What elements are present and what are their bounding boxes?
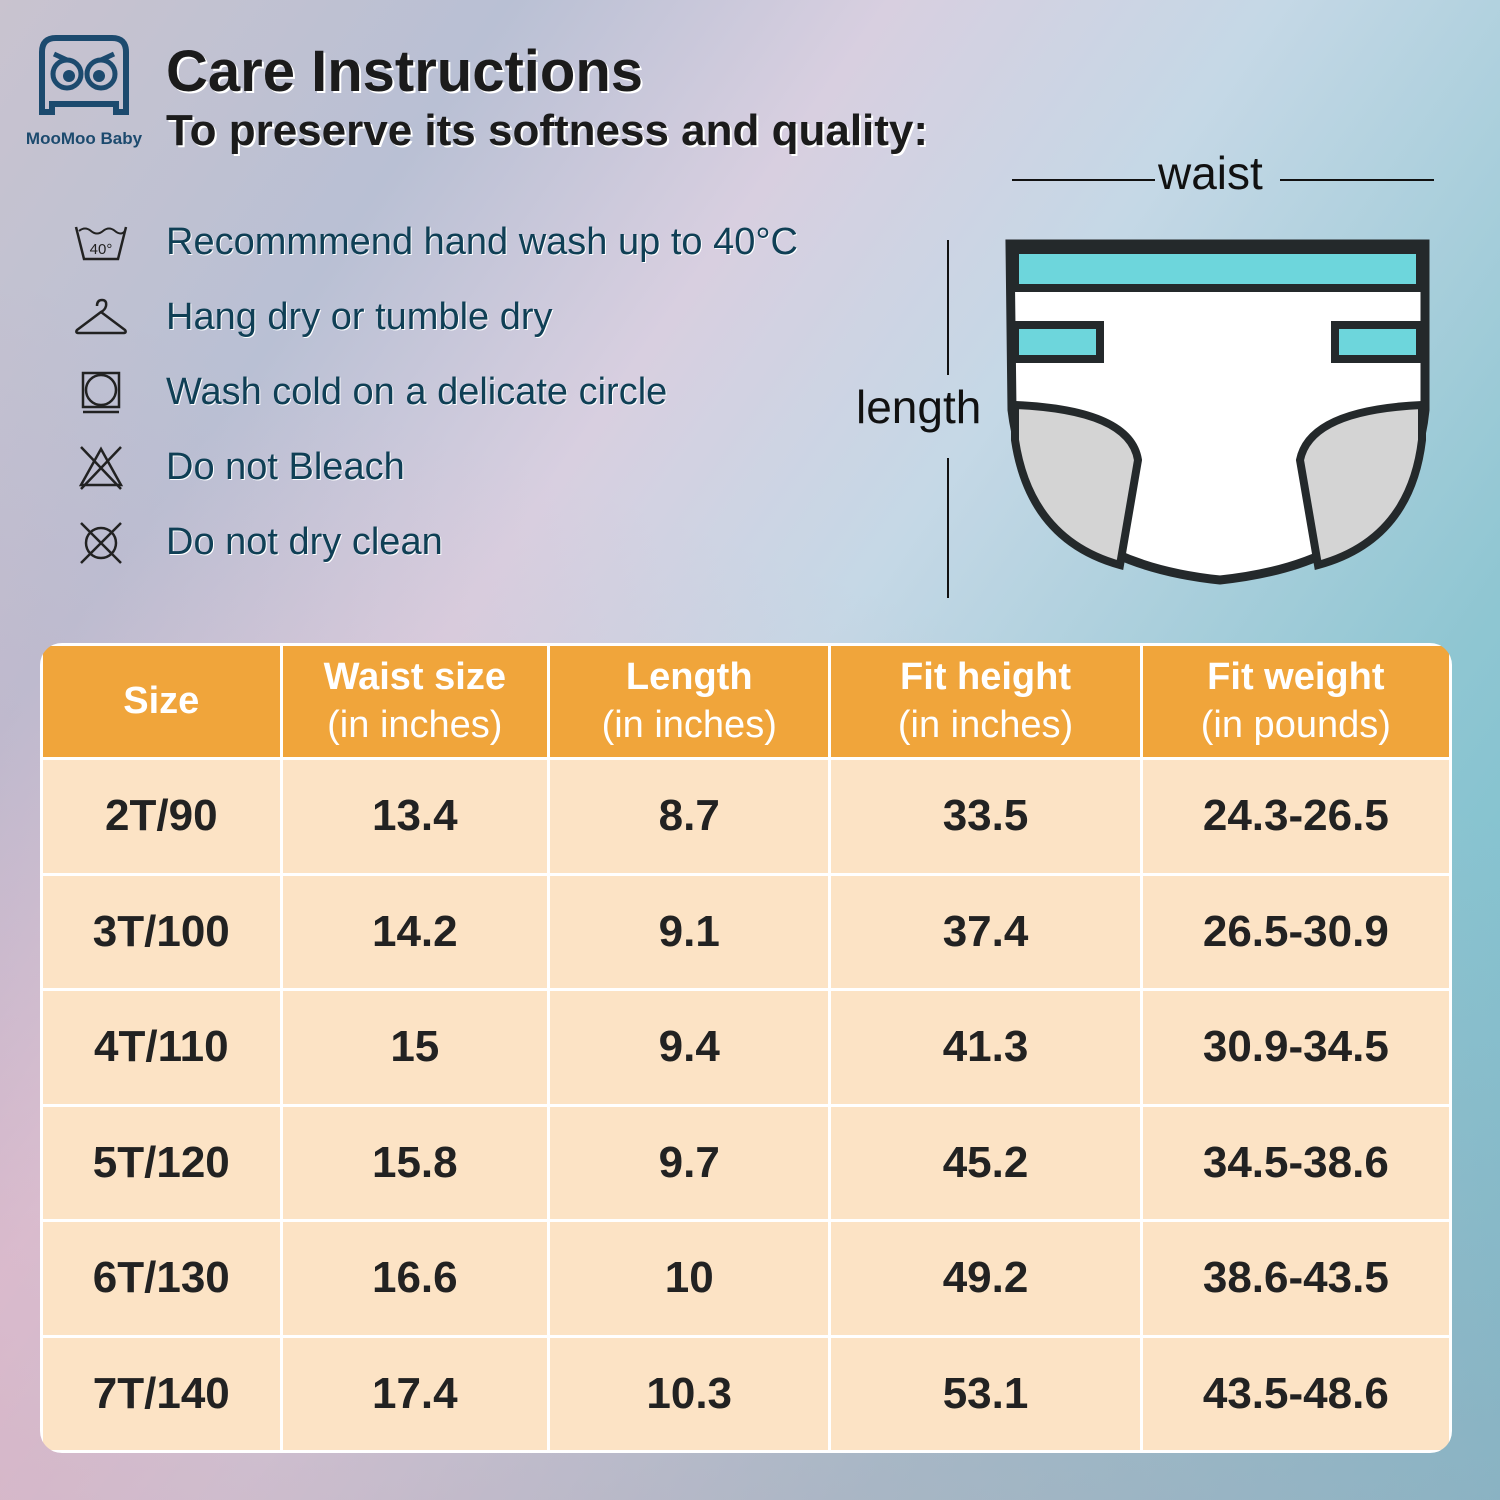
- table-cell: 16.6: [279, 1219, 551, 1338]
- size-chart-table: Size Waist size (in inches) Length (in inche…: [40, 643, 1452, 1453]
- header-unit: (in inches): [327, 703, 503, 746]
- care-item: Hang dry or tumble dry: [70, 280, 798, 355]
- table-cell: 53.1: [828, 1334, 1143, 1453]
- page-subtitle: To preserve its softness and quality:: [166, 106, 929, 155]
- waist-label: waist: [1158, 147, 1263, 199]
- table-cell: 26.5-30.9: [1139, 872, 1452, 991]
- table-cell: 13.4: [279, 757, 551, 876]
- hanger-icon: [70, 293, 132, 343]
- length-label: length: [856, 381, 982, 433]
- tumble-dry-icon: [70, 368, 132, 418]
- table-cell: 33.5: [828, 757, 1143, 876]
- column-header: Waist size (in inches): [279, 643, 551, 760]
- header-title: Waist size: [323, 656, 506, 698]
- header-unit: (in inches): [601, 703, 777, 746]
- table-cell: 24.3-26.5: [1139, 757, 1452, 876]
- table-cell: 34.5-38.6: [1139, 1103, 1452, 1222]
- table-cell: 10.3: [547, 1334, 832, 1453]
- table-cell: 8.7: [547, 757, 832, 876]
- care-item: 40° Recommmend hand wash up to 40°C: [70, 205, 798, 280]
- care-item: Do not Bleach: [70, 430, 798, 505]
- page-title: Care Instructions: [166, 39, 643, 104]
- no-bleach-icon: [70, 443, 132, 493]
- table-cell: 41.3: [828, 988, 1143, 1107]
- table-cell: 14.2: [279, 872, 551, 991]
- table-cell: 38.6-43.5: [1139, 1219, 1452, 1338]
- care-list: 40° Recommmend hand wash up to 40°C Hang…: [70, 205, 798, 580]
- brand-logo: MooMoo Baby: [14, 32, 154, 149]
- table-cell: 3T/100: [40, 872, 283, 991]
- table-row: 2T/90 13.4 8.7 33.5 24.3-26.5: [40, 757, 1452, 876]
- table-cell: 17.4: [279, 1334, 551, 1453]
- header-title: Fit weight: [1207, 656, 1385, 698]
- care-text: Hang dry or tumble dry: [166, 296, 553, 338]
- table-row: 5T/120 15.8 9.7 45.2 34.5-38.6: [40, 1103, 1452, 1222]
- table-cell: 9.7: [547, 1103, 832, 1222]
- header-unit: (in pounds): [1200, 703, 1391, 746]
- table-cell: 9.4: [547, 988, 832, 1107]
- table-cell: 9.1: [547, 872, 832, 991]
- care-text: Recommmend hand wash up to 40°C: [166, 221, 798, 263]
- size-diagram: waist length: [850, 140, 1450, 610]
- table-cell: 45.2: [828, 1103, 1143, 1222]
- brand-name: MooMoo Baby: [25, 129, 143, 148]
- care-text: Do not dry clean: [166, 521, 443, 563]
- care-text: Do not Bleach: [166, 446, 405, 488]
- wash-temp-label: 40°: [90, 241, 113, 258]
- table-cell: 15.8: [279, 1103, 551, 1222]
- table-cell: 5T/120: [40, 1103, 283, 1222]
- table-row: 4T/110 15 9.4 41.3 30.9-34.5: [40, 988, 1452, 1107]
- column-header: Size: [40, 643, 283, 760]
- table-cell: 6T/130: [40, 1219, 283, 1338]
- table-cell: 10: [547, 1219, 832, 1338]
- table-cell: 7T/140: [40, 1334, 283, 1453]
- care-item: Wash cold on a delicate circle: [70, 355, 798, 430]
- table-cell: 4T/110: [40, 988, 283, 1107]
- owl-logo-icon: [39, 35, 129, 115]
- header-title: Size: [123, 679, 200, 722]
- table-cell: 2T/90: [40, 757, 283, 876]
- column-header: Length (in inches): [547, 643, 832, 760]
- table-row: 6T/130 16.6 10 49.2 38.6-43.5: [40, 1219, 1452, 1338]
- column-header: Fit height (in inches): [828, 643, 1143, 760]
- table-row: 3T/100 14.2 9.1 37.4 26.5-30.9: [40, 872, 1452, 991]
- table-cell: 15: [279, 988, 551, 1107]
- table-cell: 43.5-48.6: [1139, 1334, 1452, 1453]
- underwear-diagram-icon: [947, 179, 1434, 598]
- care-text: Wash cold on a delicate circle: [166, 371, 668, 413]
- column-header: Fit weight (in pounds): [1139, 643, 1452, 760]
- table-row: 7T/140 17.4 10.3 53.1 43.5-48.6: [40, 1334, 1452, 1453]
- table-cell: 30.9-34.5: [1139, 988, 1452, 1107]
- header-title: Fit height: [900, 656, 1072, 698]
- header-unit: (in inches): [897, 703, 1074, 746]
- header-title: Length: [625, 656, 753, 698]
- table-cell: 37.4: [828, 872, 1143, 991]
- table-cell: 49.2: [828, 1219, 1143, 1338]
- no-dry-clean-icon: [70, 518, 132, 568]
- wash-40-icon: 40°: [70, 218, 132, 268]
- care-item: Do not dry clean: [70, 505, 798, 580]
